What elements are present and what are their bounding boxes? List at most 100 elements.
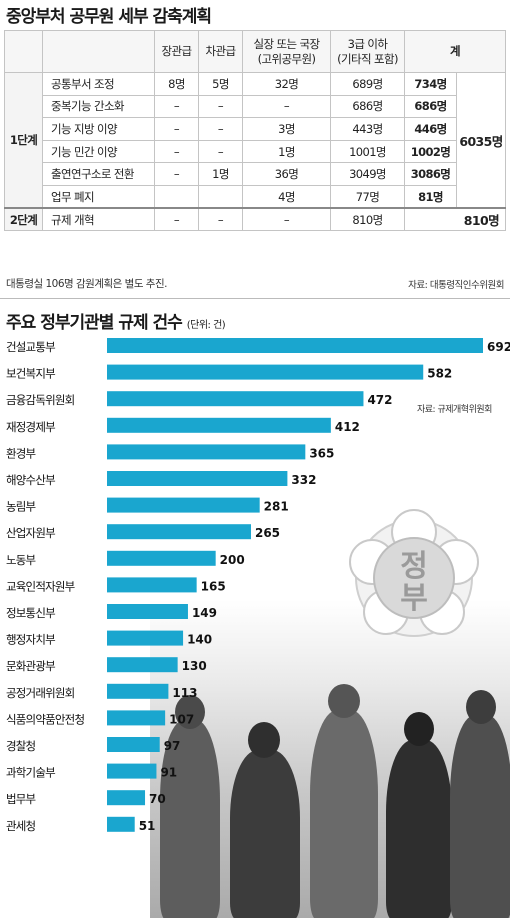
bar-value: 97 xyxy=(164,739,181,753)
row-item: 중복기능 간소화 xyxy=(42,94,155,119)
bar xyxy=(107,630,184,646)
header-vice: 차관급 xyxy=(198,30,243,73)
row-item: 기능 민간 이양 xyxy=(42,139,155,164)
photo-person xyxy=(230,750,300,918)
row-item: 출연연구소로 전환 xyxy=(42,162,155,186)
background-photo xyxy=(150,600,510,918)
cell-grade3: 686명 xyxy=(330,94,405,119)
table-note: 대통령실 106명 감원계획은 별도 추진. xyxy=(6,278,167,290)
cell-minister xyxy=(154,184,199,209)
bar-value: 149 xyxy=(192,606,217,620)
table-source: 자료: 대통령직인수위원회 xyxy=(408,280,504,291)
table-row: 업무 폐지 4명 77명 81명 xyxy=(5,184,506,209)
reduction-plan-table: 장관급 차관급 실장 또는 국장 (고위공무원) 3급 이하 (기타직 포함) … xyxy=(4,30,506,232)
header-grade3-line1: 3급 이하 xyxy=(347,37,388,52)
header-total: 계 xyxy=(404,30,506,73)
bar-label: 금융감독위원회 xyxy=(6,393,75,407)
bar-label: 정보통신부 xyxy=(6,606,55,620)
bar-value: 582 xyxy=(427,367,452,381)
cell-subtotal: 1002명 xyxy=(404,139,457,164)
bar xyxy=(107,683,169,699)
bar-label: 식품의약품안전청 xyxy=(6,712,84,726)
bar xyxy=(107,417,331,433)
header-blank-item xyxy=(42,30,155,73)
step2-label: 2단계 xyxy=(4,207,43,232)
bar xyxy=(107,338,483,353)
step1-total: 6035명 xyxy=(456,72,506,209)
chart-source: 자료: 규제개혁위원회 xyxy=(417,405,492,415)
cell-director: 36명 xyxy=(242,162,331,186)
bar xyxy=(107,364,424,380)
bar-label: 노동부 xyxy=(6,553,36,567)
bar-label: 교육인적자원부 xyxy=(6,579,75,593)
bar-value: 113 xyxy=(172,686,197,700)
row-item: 규제 개혁 xyxy=(42,207,155,232)
cell-grade3: 810명 xyxy=(330,207,405,232)
cell-vice: – xyxy=(198,139,243,164)
table-title: 중앙부처 공무원 세부 감축계획 xyxy=(6,7,212,27)
table-row: 기능 민간 이양 – –1명 1001명 1002명 xyxy=(5,139,506,164)
step2-total: 810명 xyxy=(404,207,506,232)
bar-label: 관세청 xyxy=(6,819,36,833)
cell-subtotal: 3086명 xyxy=(404,162,457,186)
cell-grade3: 1001명 xyxy=(330,139,405,164)
cell-director: 4명 xyxy=(242,184,331,209)
emblem-text-bottom: 부 xyxy=(400,581,428,616)
row-item: 업무 폐지 xyxy=(42,184,155,209)
bar xyxy=(107,444,306,460)
bar-label: 환경부 xyxy=(6,446,36,460)
bar-value: 70 xyxy=(149,792,166,806)
bar-label: 경찰청 xyxy=(6,739,36,753)
table-header-row: 장관급 차관급 실장 또는 국장 (고위공무원) 3급 이하 (기타직 포함) … xyxy=(4,30,506,73)
cell-grade3: 77명 xyxy=(330,184,405,209)
table-row: 출연연구소로 전환 –1명 36명 3049명 3086명 xyxy=(5,162,506,186)
cell-vice: – xyxy=(198,94,243,119)
table-row: 1단계 공통부서 조정 8명 5명 32명 689명 734명 6035명 xyxy=(4,72,506,209)
row-item: 공통부서 조정 xyxy=(42,72,155,96)
cell-director: – xyxy=(242,207,331,232)
header-grade3-line2: (기타직 포함) xyxy=(337,51,398,66)
bar xyxy=(107,604,188,619)
bar-value: 692 xyxy=(487,340,510,354)
bar-label: 건설교통부 xyxy=(6,340,55,354)
bar xyxy=(107,710,166,726)
photo-person-head xyxy=(404,712,434,746)
cell-director: 1명 xyxy=(242,139,331,164)
bar-value: 91 xyxy=(160,766,177,780)
header-director-line2: (고위공무원) xyxy=(257,51,316,66)
bar-label: 보건복지부 xyxy=(6,367,55,381)
bar-value: 107 xyxy=(169,712,194,726)
header-grade3: 3급 이하 (기타직 포함) xyxy=(330,30,405,73)
bar-value: 165 xyxy=(201,579,226,593)
cell-grade3: 443명 xyxy=(330,117,405,141)
table-row: 기능 지방 이양 – –3명 443명 446명 xyxy=(5,117,506,141)
cell-minister: – xyxy=(154,162,199,186)
bar-label: 과학기술부 xyxy=(6,766,55,780)
cell-minister: – xyxy=(154,117,199,141)
cell-vice xyxy=(198,184,243,209)
bar-label: 법무부 xyxy=(6,792,36,806)
chart-title-text: 주요 정부기관별 규제 건수 xyxy=(6,313,183,333)
bar xyxy=(107,524,251,540)
table-row-step2: 2단계 규제 개혁 – – –810명 810명 xyxy=(4,207,506,232)
bar-label: 산업자원부 xyxy=(6,526,55,540)
cell-minister: – xyxy=(154,139,199,164)
bar-value: 51 xyxy=(139,819,156,833)
header-minister: 장관급 xyxy=(154,30,199,73)
photo-person-head xyxy=(248,722,280,758)
bar-label: 농림부 xyxy=(6,500,36,514)
photo-person-head xyxy=(175,695,205,729)
bar-label: 행정자치부 xyxy=(6,633,55,647)
cell-vice: – xyxy=(198,117,243,141)
header-director-line1: 실장 또는 국장 xyxy=(253,37,321,52)
cell-subtotal: 81명 xyxy=(404,184,457,209)
row-item: 기능 지방 이양 xyxy=(42,117,155,141)
bar xyxy=(107,816,135,832)
photo-person xyxy=(386,740,452,918)
bar-value: 412 xyxy=(335,420,360,434)
bar xyxy=(107,790,146,806)
section-divider xyxy=(0,298,510,299)
cell-vice: – xyxy=(198,207,243,232)
cell-vice: 5명 xyxy=(198,72,243,96)
cell-minister: 8명 xyxy=(154,72,199,96)
